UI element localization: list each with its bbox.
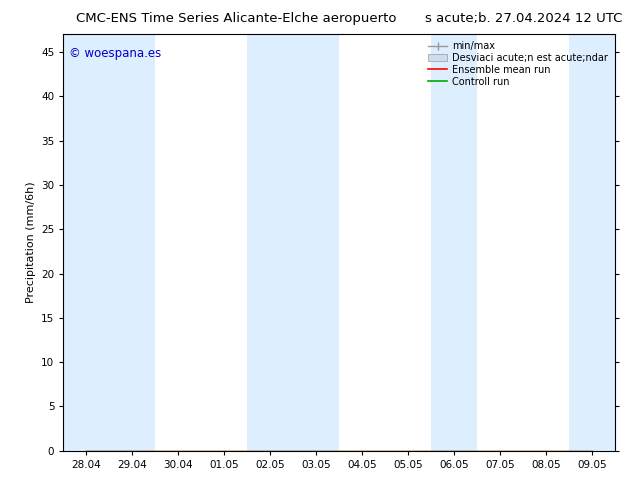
Y-axis label: Precipitation (mm/6h): Precipitation (mm/6h) xyxy=(25,182,36,303)
Text: CMC-ENS Time Series Alicante-Elche aeropuerto: CMC-ENS Time Series Alicante-Elche aerop… xyxy=(76,12,397,25)
Bar xyxy=(431,34,477,451)
Bar xyxy=(293,34,339,451)
Legend: min/max, Desviaci acute;n est acute;ndar, Ensemble mean run, Controll run: min/max, Desviaci acute;n est acute;ndar… xyxy=(426,39,610,89)
Bar xyxy=(63,34,110,451)
Text: s acute;b. 27.04.2024 12 UTC: s acute;b. 27.04.2024 12 UTC xyxy=(425,12,622,25)
Bar xyxy=(569,34,615,451)
Bar xyxy=(110,34,155,451)
Text: © woespana.es: © woespana.es xyxy=(69,47,161,60)
Bar xyxy=(247,34,293,451)
